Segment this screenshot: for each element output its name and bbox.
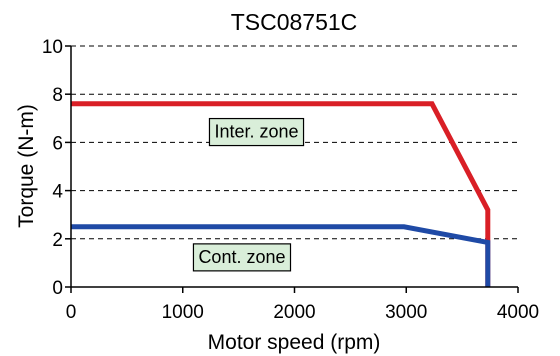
tick-labels: 0 2 4 6 8 10 0 1000 2000 3000 4000 xyxy=(42,37,539,323)
zone-label: Cont. zone xyxy=(192,243,292,272)
zone-label-box xyxy=(208,117,305,147)
grid-lines xyxy=(71,45,518,240)
y-tick-label: 6 xyxy=(52,133,63,154)
y-tick-label: 8 xyxy=(52,85,63,106)
y-tick-label: 4 xyxy=(52,182,63,203)
zone-label-text: Inter. zone xyxy=(214,122,298,142)
zone-annotations: Inter. zone Cont. zone xyxy=(192,117,305,272)
y-tick-label: 10 xyxy=(42,37,63,58)
x-tick-label: 2000 xyxy=(273,302,315,323)
axes xyxy=(65,45,519,293)
y-tick-label: 0 xyxy=(52,278,63,299)
zone-label-text: Cont. zone xyxy=(198,247,285,267)
y-axis-label: Torque (N-m) xyxy=(15,104,38,228)
series-lines xyxy=(71,101,491,287)
zone-label-box xyxy=(192,243,292,272)
series-line xyxy=(71,224,491,287)
x-tick-label: 4000 xyxy=(497,302,539,323)
x-tick-label: 1000 xyxy=(162,302,204,323)
y-tick-label: 2 xyxy=(52,230,63,251)
x-tick-label: 3000 xyxy=(385,302,427,323)
chart-title: TSC08751C xyxy=(231,9,358,35)
zone-label: Inter. zone xyxy=(208,117,305,147)
x-tick-label: 0 xyxy=(66,302,77,323)
x-axis-label: Motor speed (rpm) xyxy=(208,331,381,354)
